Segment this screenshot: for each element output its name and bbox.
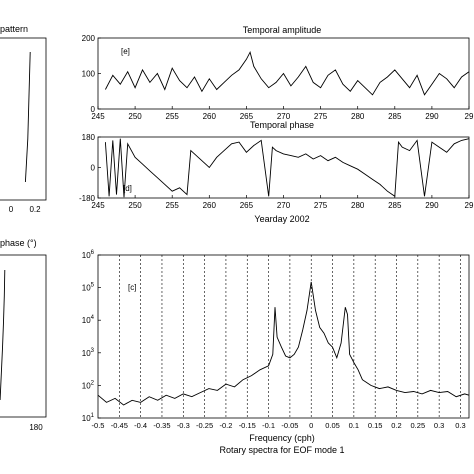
spectra-xtick-7: -0.15: [239, 421, 256, 430]
amplitude-xtick-8: 285: [388, 112, 402, 121]
amplitude-ytick-1: 100: [82, 70, 96, 79]
phase-deg-tick: 180: [29, 423, 43, 432]
pattern-panel: pattern 0 0.2: [0, 24, 47, 214]
spectra-xtick-2: -0.4: [134, 421, 147, 430]
amplitude-xtick-7: 280: [351, 112, 365, 121]
phase-deg-series-line: [0, 269, 6, 401]
spectra-xtick-12: 0.1: [349, 421, 359, 430]
spectra-subtitle: Rotary spectra for EOF mode 1: [219, 445, 344, 455]
pattern-title: pattern: [0, 24, 28, 34]
amplitude-title: Temporal amplitude: [243, 25, 322, 35]
phase-xtick-10: 29: [465, 201, 474, 210]
phase-ytick-2: 180: [82, 133, 96, 142]
spectra-axes: [97, 254, 470, 419]
amplitude-xtick-6: 275: [314, 112, 328, 121]
amplitude-xtick-4: 265: [240, 112, 254, 121]
spectra-xtick-9: -0.05: [281, 421, 298, 430]
spectra-xtick-15: 0.25: [411, 421, 426, 430]
spectra-ytick-0: 101: [82, 413, 95, 423]
phase-xtick-6: 275: [314, 201, 328, 210]
spectra-xtick-1: -0.45: [111, 421, 128, 430]
spectra-xtick-14: 0.2: [391, 421, 401, 430]
phase-ytick-0: -180: [79, 194, 96, 203]
phase-xtick-0: 245: [91, 201, 105, 210]
phase-title: Temporal phase: [250, 120, 314, 130]
spectra-xtick-10: 0: [309, 421, 313, 430]
amplitude-xtick-1: 250: [128, 112, 142, 121]
amplitude-panel-label: [e]: [121, 47, 130, 56]
amplitude-xtick-5: 270: [277, 112, 291, 121]
amplitude-xtick-10: 29: [465, 112, 474, 121]
phase-xtick-1: 250: [128, 201, 142, 210]
spectra-ytick-3: 104: [82, 315, 95, 325]
spectra-ytick-2: 103: [82, 348, 95, 358]
pattern-tick-1: 0.2: [29, 205, 41, 214]
spectra-panel-label: [c]: [128, 283, 136, 292]
spectra-xtick-17: 0.3: [455, 421, 465, 430]
spectra-xtick-5: -0.25: [196, 421, 213, 430]
spectra-xtick-11: 0.05: [325, 421, 340, 430]
spectra-xlabel: Frequency (cph): [249, 433, 315, 443]
phase-xtick-5: 270: [277, 201, 291, 210]
phase-xtick-2: 255: [166, 201, 180, 210]
pattern-series-line: [24, 51, 31, 183]
spectra-ytick-4: 105: [82, 283, 95, 293]
phase-deg-title: phase (°): [0, 238, 37, 248]
phase-xtick-8: 285: [388, 201, 402, 210]
amplitude-xtick-9: 290: [425, 112, 439, 121]
amplitude-xtick-2: 255: [166, 112, 180, 121]
pattern-axes: [0, 37, 47, 201]
spectra-xtick-6: -0.2: [219, 421, 232, 430]
amplitude-xtick-3: 260: [203, 112, 217, 121]
phase-xtick-4: 265: [240, 201, 254, 210]
phase-deg-axes: [0, 254, 47, 418]
phase-xtick-7: 280: [351, 201, 365, 210]
spectra-ytick-5: 106: [82, 250, 95, 260]
phase-xtick-9: 290: [425, 201, 439, 210]
phase-panel-label: [d]: [123, 184, 132, 193]
amplitude-xtick-0: 245: [91, 112, 105, 121]
spectra-xtick-16: 0.3: [434, 421, 444, 430]
spectra-xtick-0: -0.5: [92, 421, 105, 430]
phase-xtick-3: 260: [203, 201, 217, 210]
spectra-xtick-4: -0.3: [177, 421, 190, 430]
amplitude-ytick-0: 0: [91, 105, 96, 114]
spectra-series-line: [97, 281, 470, 406]
spectra-xtick-8: -0.1: [262, 421, 275, 430]
phase-ytick-1: 0: [91, 164, 96, 173]
amplitude-panel: Temporal amplitude [e] 245 250 255 260 265 27…: [82, 25, 474, 121]
spectra-ytick-1: 102: [82, 380, 95, 390]
phase-xlabel: Yearday 2002: [254, 214, 309, 224]
phase-deg-panel: phase (°) 180: [0, 238, 47, 432]
amplitude-ytick-2: 200: [82, 34, 96, 43]
spectra-xtick-13: 0.15: [368, 421, 383, 430]
pattern-tick-0: 0: [9, 205, 14, 214]
amplitude-series-line: [105, 50, 470, 96]
phase-panel: Temporal phase [d] 245 250 255 260 265 270 275…: [79, 120, 474, 224]
spectra-panel: [c] -0.5 -0.45 -0.4 -0.35 -0.3 -0.25 -0.2 -0.15…: [82, 250, 470, 455]
spectra-xtick-3: -0.35: [153, 421, 170, 430]
phase-series-line: [104, 138, 470, 198]
